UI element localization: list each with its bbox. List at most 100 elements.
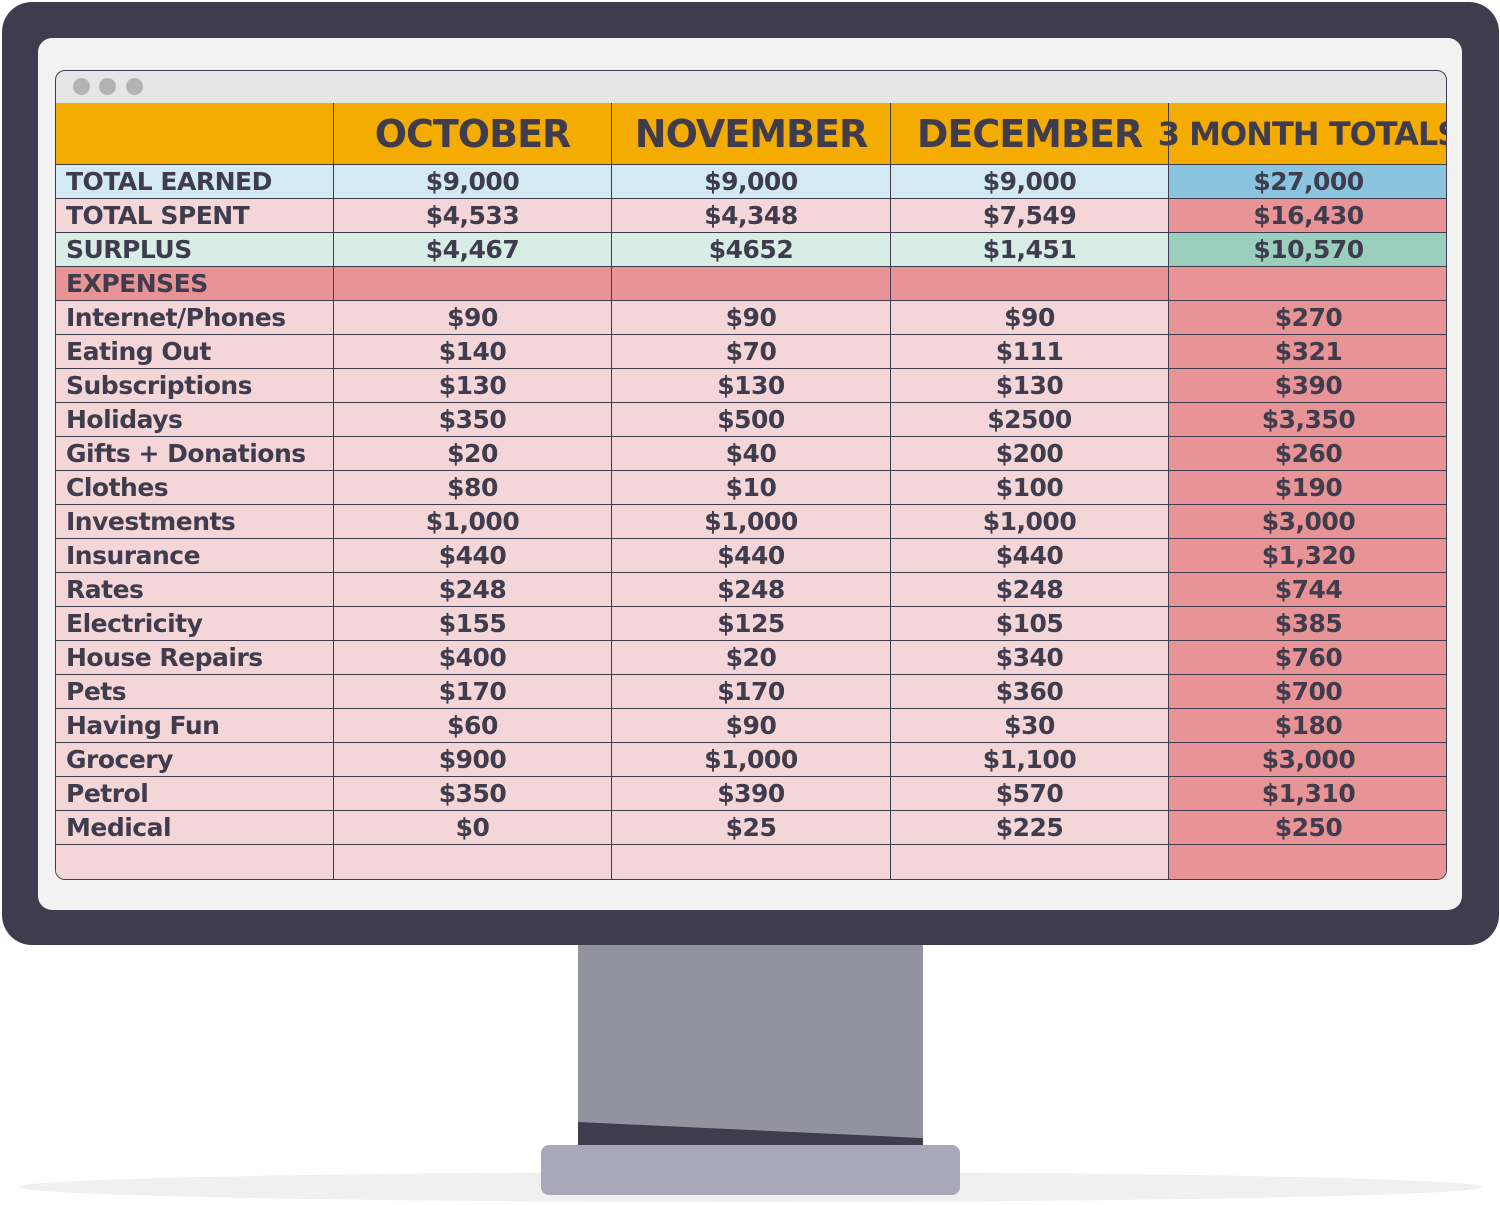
window-dot: [99, 78, 116, 95]
cell-value: $155: [334, 607, 612, 641]
cell-value: $360: [891, 675, 1169, 709]
row-label: Insurance: [56, 539, 334, 573]
cell-value: $1,451: [891, 233, 1169, 267]
section-label: EXPENSES: [56, 267, 334, 301]
cell-value: $1,000: [612, 505, 891, 539]
row-label: Eating Out: [56, 335, 334, 369]
row-label: Internet/Phones: [56, 301, 334, 335]
cell-value: $385: [1169, 607, 1446, 641]
cell-value: $27,000: [1169, 165, 1446, 199]
cell-value: $125: [612, 607, 891, 641]
cell-value: $140: [334, 335, 612, 369]
window-dot: [126, 78, 143, 95]
cell-value: $3,000: [1169, 743, 1446, 777]
row-label: Petrol: [56, 777, 334, 811]
cell-value: $90: [612, 709, 891, 743]
cell-value: $20: [612, 641, 891, 675]
cell-value: $70: [612, 335, 891, 369]
row-label: TOTAL EARNED: [56, 165, 334, 199]
cell-value: $248: [334, 573, 612, 607]
cell-value: $248: [891, 573, 1169, 607]
cell-value: $4,467: [334, 233, 612, 267]
monitor-stand: [578, 945, 923, 1145]
column-header: 3 MONTH TOTALS: [1158, 103, 1446, 165]
cell-value: $30: [891, 709, 1169, 743]
row-label: Holidays: [56, 403, 334, 437]
cell-value: $4,348: [612, 199, 891, 233]
empty-cell: [334, 845, 612, 879]
cell-value: $3,350: [1169, 403, 1446, 437]
cell-value: $9,000: [891, 165, 1169, 199]
cell-value: $9,000: [612, 165, 891, 199]
cell-value: $90: [612, 301, 891, 335]
row-label: Subscriptions: [56, 369, 334, 403]
cell-value: $130: [334, 369, 612, 403]
cell-value: $248: [612, 573, 891, 607]
empty-cell: [891, 845, 1169, 879]
cell-value: $111: [891, 335, 1169, 369]
column-header: DECEMBER: [891, 103, 1169, 165]
cell-value: $260: [1169, 437, 1446, 471]
cell-value: $9,000: [334, 165, 612, 199]
empty-cell: [56, 845, 334, 879]
cell-value: $390: [612, 777, 891, 811]
cell-value: $1,000: [334, 505, 612, 539]
row-label: Rates: [56, 573, 334, 607]
empty-cell: [1169, 845, 1446, 879]
cell-value: $10: [612, 471, 891, 505]
cell-value: $744: [1169, 573, 1446, 607]
window-titlebar: [55, 70, 1447, 104]
cell-value: $1,320: [1169, 539, 1446, 573]
cell-value: $16,430: [1169, 199, 1446, 233]
row-label: Having Fun: [56, 709, 334, 743]
cell-value: $570: [891, 777, 1169, 811]
cell-value: $200: [891, 437, 1169, 471]
row-label: Medical: [56, 811, 334, 845]
section-cell: [334, 267, 612, 301]
cell-value: $170: [612, 675, 891, 709]
cell-value: $900: [334, 743, 612, 777]
cell-value: $500: [612, 403, 891, 437]
section-cell: [1169, 267, 1446, 301]
cell-value: $390: [1169, 369, 1446, 403]
cell-value: $1,100: [891, 743, 1169, 777]
cell-value: $440: [891, 539, 1169, 573]
cell-value: $1,000: [612, 743, 891, 777]
cell-value: $700: [1169, 675, 1446, 709]
cell-value: $190: [1169, 471, 1446, 505]
cell-value: $40: [612, 437, 891, 471]
cell-value: $760: [1169, 641, 1446, 675]
cell-value: $80: [334, 471, 612, 505]
monitor-base: [541, 1145, 960, 1195]
cell-value: $0: [334, 811, 612, 845]
cell-value: $4652: [612, 233, 891, 267]
cell-value: $60: [334, 709, 612, 743]
column-header: OCTOBER: [334, 103, 612, 165]
cell-value: $90: [891, 301, 1169, 335]
cell-value: $250: [1169, 811, 1446, 845]
cell-value: $350: [334, 777, 612, 811]
cell-value: $2500: [891, 403, 1169, 437]
cell-value: $7,549: [891, 199, 1169, 233]
section-cell: [891, 267, 1169, 301]
cell-value: $130: [612, 369, 891, 403]
cell-value: $440: [334, 539, 612, 573]
cell-value: $3,000: [1169, 505, 1446, 539]
cell-value: $10,570: [1169, 233, 1446, 267]
row-label: House Repairs: [56, 641, 334, 675]
cell-value: $1,000: [891, 505, 1169, 539]
spreadsheet: OCTOBER NOVEMBER DECEMBER 3 MONTH TOTALS TOT…: [55, 103, 1447, 880]
cell-value: $25: [612, 811, 891, 845]
cell-value: $20: [334, 437, 612, 471]
window-dot: [73, 78, 90, 95]
cell-value: $180: [1169, 709, 1446, 743]
cell-value: $400: [334, 641, 612, 675]
empty-cell: [612, 845, 891, 879]
row-label: Electricity: [56, 607, 334, 641]
cell-value: $4,533: [334, 199, 612, 233]
row-label: Gifts + Donations: [56, 437, 334, 471]
cell-value: $321: [1169, 335, 1446, 369]
cell-value: $1,310: [1169, 777, 1446, 811]
section-cell: [612, 267, 891, 301]
